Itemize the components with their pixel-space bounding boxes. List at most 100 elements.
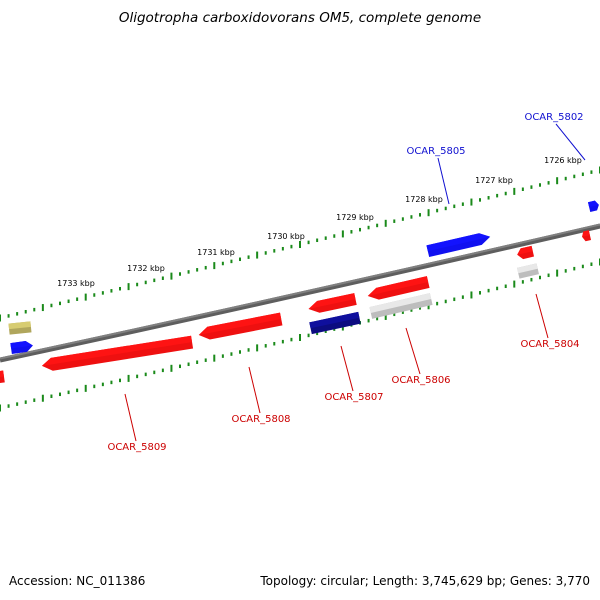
gene-ocar-5809-feature[interactable] [41,335,194,373]
upper-scale-tick [290,244,293,249]
scale-ticks [0,166,600,412]
lower-scale-tick [487,288,490,293]
upper-scale-tick [59,301,61,306]
lower-scale-tick [470,291,473,299]
lower-scale-tick [76,388,79,393]
gene-olive-feature[interactable] [8,321,32,335]
upper-scale-tick [119,286,121,291]
upper-scale-tick [504,191,507,196]
lower-scale-tick [161,368,164,373]
lower-scale-tick [59,392,61,397]
gene-ocar-5804-grey-feature[interactable] [517,263,539,279]
upper-scale-tick [230,259,233,264]
lower-scale-tick [179,364,181,369]
gene-label-ocar-5805[interactable]: OCAR_5805 [406,146,465,157]
lower-scale-tick [316,331,319,336]
gene-leader-line [248,366,261,414]
gene-label-ocar-5807[interactable]: OCAR_5807 [324,392,383,403]
gene-leader-line [555,123,586,161]
genome-title: Oligotropha carboxidovorans OM5, complet… [118,10,482,26]
upper-scale-tick [324,236,327,240]
lower-scale-tick [324,329,327,333]
lower-scale-tick [239,350,241,354]
scale-labels: 1726 kbp 1727 kbp 1728 kbp 1729 kbp 1730 kbp… [57,156,582,288]
lower-scale-tick [367,318,370,323]
upper-scale-tick [393,219,396,223]
upper-scale-tick [461,202,464,206]
scale-label: 1729 kbp [336,213,374,222]
gene-ocar-5807-navy-feature[interactable] [309,311,361,335]
gene-blue-left-feature[interactable] [10,340,33,354]
gene-label-ocar-5806[interactable]: OCAR_5806 [391,375,450,386]
gene-ocar-5808-feature[interactable] [198,312,283,342]
backbone-highlight [0,223,600,360]
gene-label-ocar-5809[interactable]: OCAR_5809 [107,442,166,453]
lower-scale-tick [461,295,464,299]
upper-scale-tick [161,276,164,280]
upper-scale-tick [530,185,533,189]
genome-summary-text: Topology: circular; Length: 3,745,629 bp… [260,574,590,588]
gene-ocar-5806-grey-feature[interactable] [369,293,433,319]
gene-ocar-5805-feature[interactable] [426,231,491,258]
lower-scale-tick [581,264,584,269]
lower-scale-tick [67,390,70,395]
upper-scale-tick [547,181,550,185]
upper-scale-tick [187,270,190,274]
gene-leader-line [437,157,450,205]
lower-scale-tick [401,310,404,314]
gene-leader-line [405,327,421,375]
upper-scale-tick [256,251,259,259]
gene-leader-line [124,393,137,442]
lower-scale-tick [16,402,19,406]
upper-scale-tick [179,272,181,276]
gene-edge-left-feature[interactable] [0,370,5,384]
upper-scale-tick [487,196,490,200]
lower-scale-tick [247,348,250,352]
upper-scale-tick [273,249,276,253]
lower-scale-tick [281,339,284,344]
upper-scale-tick [127,283,130,291]
genome-backbone [0,223,600,363]
gene-label-ocar-5808[interactable]: OCAR_5808 [231,414,290,425]
upper-scale-tick [239,257,241,262]
gene-ocar-5807-red-feature[interactable] [307,293,357,315]
upper-scale-tick [573,174,576,179]
lower-scale-tick [504,284,507,289]
upper-scale-tick [556,177,559,185]
lower-scale-tick [110,380,113,385]
lower-scale-tick [7,404,10,408]
upper-scale-tick [376,223,379,228]
upper-scale-tick [33,307,36,312]
lower-scale-tick [307,333,310,338]
upper-scale-tick [341,230,344,238]
gene-label-ocar-5804[interactable]: OCAR_5804 [520,339,579,350]
upper-scale-tick [144,280,147,285]
scale-label: 1731 kbp [197,248,235,257]
upper-scale-tick [221,261,224,266]
lower-scale-tick [590,262,593,266]
upper-scale-tick [539,183,541,187]
gene-leader-line [535,293,549,339]
lower-scale-tick [496,286,499,291]
lower-scale-tick [436,301,439,306]
backbone-arc [0,223,600,363]
lower-scale-tick [41,394,44,402]
gene-ocar-5802-feature[interactable] [588,200,600,212]
lower-scale-tick [93,384,96,389]
upper-scale-tick [350,230,353,234]
scale-label: 1728 kbp [405,195,443,204]
upper-scale-tick [16,312,19,316]
gene-ocar-5806-red-feature[interactable] [366,276,430,302]
lower-scale-tick [539,275,541,280]
lower-scale-tick [230,352,233,356]
gene-ocar-5804-red-feature[interactable] [516,245,535,260]
lower-scale-tick [84,384,87,392]
gene-label-ocar-5802[interactable]: OCAR_5802 [524,112,583,123]
lower-scale-tick [419,306,421,310]
gene-small-red-right-feature[interactable] [581,230,592,242]
upper-scale-tick [367,225,370,230]
upper-scale-tick [521,187,524,192]
gene-labels: OCAR_5802 OCAR_5805 OCAR_5804 OCAR_5806 OCAR… [107,112,586,453]
lower-scale-tick [24,400,27,404]
